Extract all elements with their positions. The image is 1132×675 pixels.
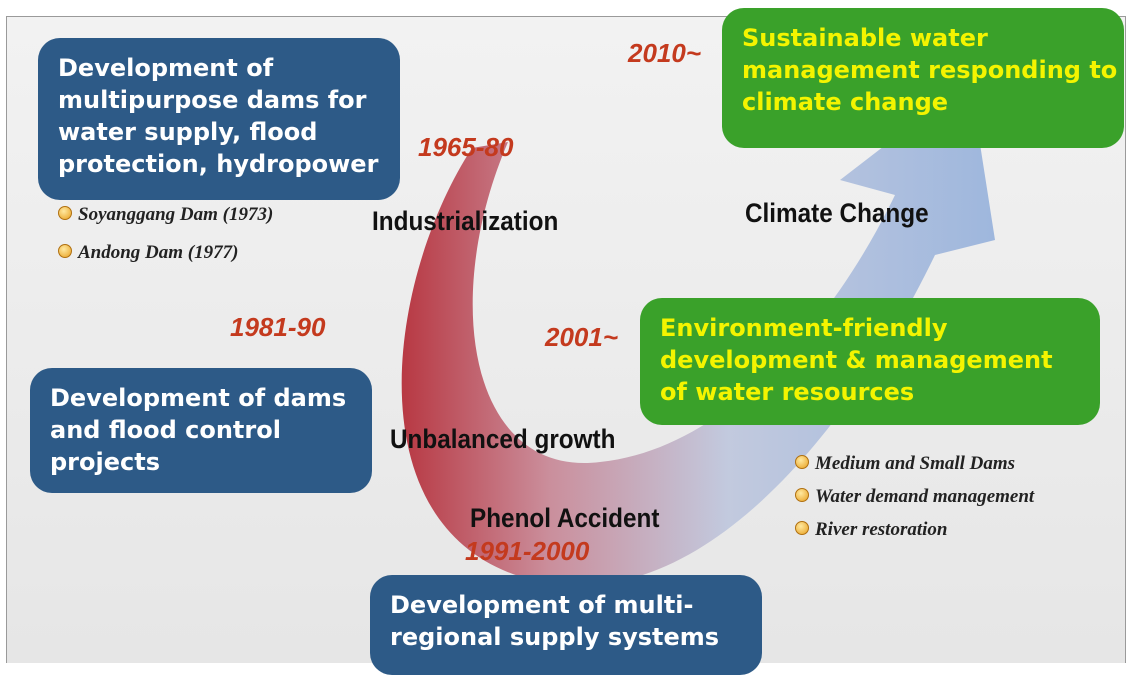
bullet <box>58 244 72 258</box>
bullet <box>58 206 72 220</box>
box-line: Development of dams <box>50 384 347 412</box>
stage-box: Development of multi- regional supply sy… <box>370 575 762 675</box>
bullet-item: Andong Dam (1977) <box>58 242 238 264</box>
box-line: protection, hydropower <box>58 150 379 178</box>
item-text: Medium and Small Dams <box>815 453 1016 474</box>
stage-box: Development of multipurpose dams for wat… <box>38 38 400 200</box>
curved-arrow <box>401 80 995 586</box>
bullet-item: Water demand management <box>795 486 1034 508</box>
period-label: 2010~ <box>628 38 702 68</box>
period-label: 1981-90 <box>230 312 326 342</box>
item-text: River restoration <box>815 519 948 540</box>
bullet-item: Soyanggang Dam (1973) <box>58 204 273 226</box>
period-label: 1991-2000 <box>465 536 590 566</box>
stage-box: Sustainable water management responding … <box>722 8 1124 148</box>
bullet-item: River restoration <box>795 519 947 541</box>
box-line: of water resources <box>660 378 915 406</box>
bullet <box>795 521 809 535</box>
box-line: climate change <box>742 88 949 116</box>
box-line: development & management <box>660 346 1053 374</box>
box-line: Development of <box>58 54 274 82</box>
box-line: Sustainable water <box>742 24 988 52</box>
box-line: and flood control <box>50 416 281 444</box>
driver-label: Climate Change <box>745 198 929 228</box>
stage-box: Development of dams and flood control pr… <box>30 368 372 493</box>
bullet <box>795 455 809 469</box>
box-line: multipurpose dams for <box>58 86 367 114</box>
item-text: Soyanggang Dam (1973) <box>78 204 274 225</box>
driver-label: Unbalanced growth <box>390 424 616 454</box>
box-line: regional supply systems <box>390 623 720 651</box>
box-line: projects <box>50 448 160 476</box>
driver-label: Industrialization <box>372 206 559 236</box>
stage-box: Environment-friendly development & manag… <box>640 298 1100 425</box>
box-line: management responding to <box>742 56 1118 84</box>
driver-label: Phenol Accident <box>470 503 660 533</box>
period-label: 1965-80 <box>418 132 514 162</box>
box-line: Development of multi- <box>390 591 694 619</box>
item-text: Water demand management <box>815 486 1035 507</box>
bullet-item: Medium and Small Dams <box>795 453 1015 475</box>
item-text: Andong Dam (1977) <box>78 242 239 263</box>
period-label: 2001~ <box>545 322 619 352</box>
bullet <box>795 488 809 502</box>
box-line: water supply, flood <box>58 118 318 146</box>
box-line: Environment-friendly <box>660 314 948 342</box>
